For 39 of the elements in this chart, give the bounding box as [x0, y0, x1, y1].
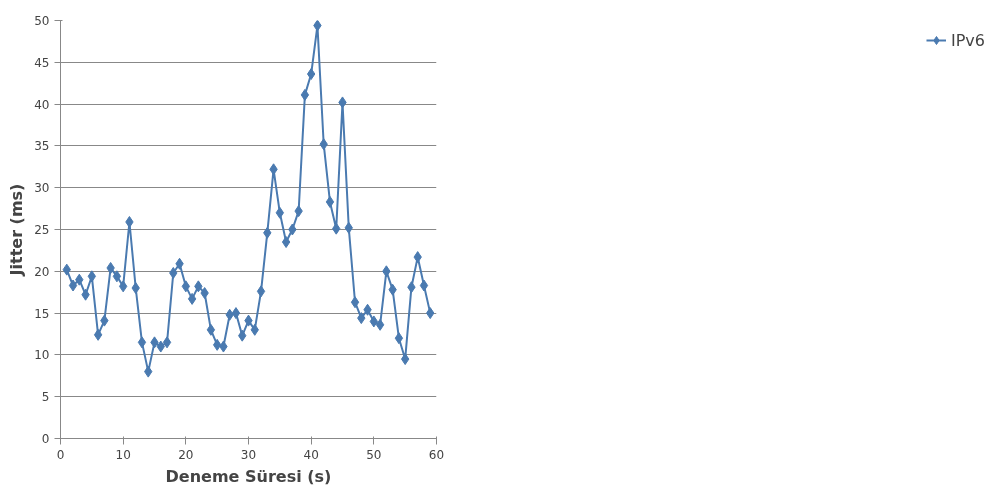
- y-axis-title: Jitter (ms): [7, 183, 27, 277]
- point: [93, 328, 103, 341]
- x-tick-label: 60: [428, 447, 445, 462]
- x-tick-label: 30: [240, 447, 257, 462]
- y-tick-label: 45: [34, 55, 50, 70]
- y-tick-label: 50: [34, 14, 50, 28]
- y-tick-label: 20: [34, 264, 50, 279]
- x-tick-label: 0: [56, 447, 65, 462]
- y-tick-label: 25: [34, 223, 50, 237]
- point: [187, 292, 197, 305]
- point: [112, 270, 122, 283]
- legend-label: IPv6: [950, 30, 985, 50]
- y-tick-label: 5: [41, 390, 50, 405]
- point: [68, 279, 78, 292]
- point: [313, 20, 322, 32]
- point: [281, 236, 291, 249]
- point: [325, 195, 335, 208]
- point: [350, 296, 360, 309]
- x-tick-label: 20: [178, 447, 194, 462]
- y-tick-label: 35: [34, 139, 50, 154]
- y-tick-label: 0: [41, 432, 50, 446]
- point: [394, 332, 404, 345]
- point: [137, 336, 147, 349]
- y-tick-label: 30: [34, 181, 50, 196]
- point: [307, 68, 316, 80]
- x-axis-title: Deneme Süresi (s): [165, 466, 332, 486]
- point: [419, 279, 429, 292]
- x-tick-label: 40: [303, 447, 319, 462]
- point: [206, 323, 216, 336]
- point: [375, 318, 385, 331]
- x-tick-label: 50: [366, 447, 382, 462]
- y-tick-label: 15: [34, 306, 50, 321]
- y-tick-label: 40: [34, 97, 50, 112]
- point: [256, 285, 266, 298]
- x-tick-label: 10: [115, 447, 131, 462]
- y-tick-label: 10: [34, 348, 50, 363]
- point: [162, 336, 172, 349]
- point: [231, 307, 241, 320]
- point: [300, 88, 310, 101]
